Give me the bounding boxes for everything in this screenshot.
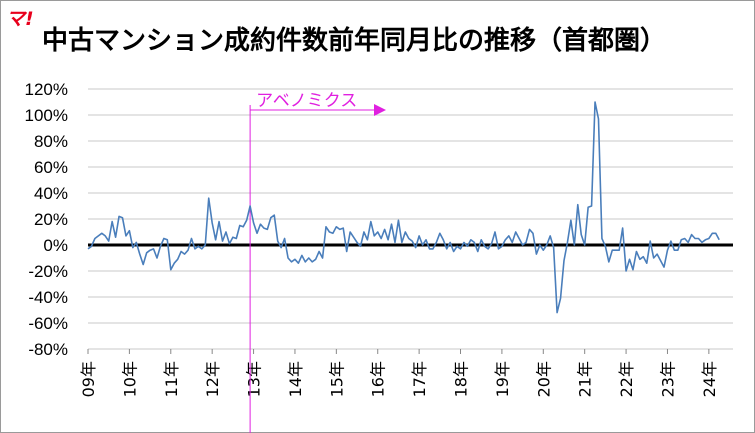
x-tick-label: 17年 <box>410 361 429 397</box>
logo-mark: マ! <box>6 8 34 30</box>
x-tick-label: 24年 <box>700 361 719 397</box>
x-tick-label: 15年 <box>327 361 346 397</box>
series-line <box>87 101 720 314</box>
y-tick-label: -40% <box>28 288 68 307</box>
x-tick-label: 10年 <box>120 361 139 397</box>
x-tick-label: 12年 <box>203 361 222 397</box>
x-tick-label: 20年 <box>534 361 553 397</box>
annotation-arrowhead <box>374 104 386 116</box>
x-tick-label: 21年 <box>576 361 595 397</box>
annotation-label: アベノミクス <box>256 91 357 111</box>
grid-lines <box>88 88 733 350</box>
chart-title: 中古マンション成約件数前年同月比の推移（首都圏） <box>42 26 667 56</box>
series-lines <box>87 101 720 314</box>
x-tick-label: 11年 <box>162 361 181 397</box>
x-tick-label: 14年 <box>286 361 305 397</box>
x-tick-label: 22年 <box>617 361 636 397</box>
y-tick-label: 40% <box>34 184 68 203</box>
y-tick-label: 20% <box>34 210 68 229</box>
y-tick-label: 80% <box>34 132 68 151</box>
abenomics-annotation: アベノミクス <box>249 91 386 433</box>
y-tick-label: 100% <box>25 106 68 125</box>
x-tick-label: 09年 <box>79 361 98 397</box>
x-tick-labels: 09年 10年 11年 12年 13年 14年 15年 16年 17年 18年 19年 20年 21年 2… <box>79 349 719 397</box>
y-tick-label: -60% <box>28 314 68 333</box>
x-tick-label: 18年 <box>452 361 471 397</box>
y-tick-label: -20% <box>28 262 68 281</box>
y-tick-labels: 120% 100% 80% 60% 40% 20% 0% -20% -40% -60% -80% <box>25 80 68 359</box>
y-tick-label: 0% <box>43 236 68 255</box>
y-tick-label: -80% <box>28 340 68 359</box>
y-tick-label: 120% <box>25 80 68 99</box>
x-tick-label: 16年 <box>369 361 388 397</box>
x-tick-label: 13年 <box>245 361 264 397</box>
x-tick-label: 23年 <box>658 361 677 397</box>
y-tick-label: 60% <box>34 158 68 177</box>
x-tick-label: 19年 <box>493 361 512 397</box>
